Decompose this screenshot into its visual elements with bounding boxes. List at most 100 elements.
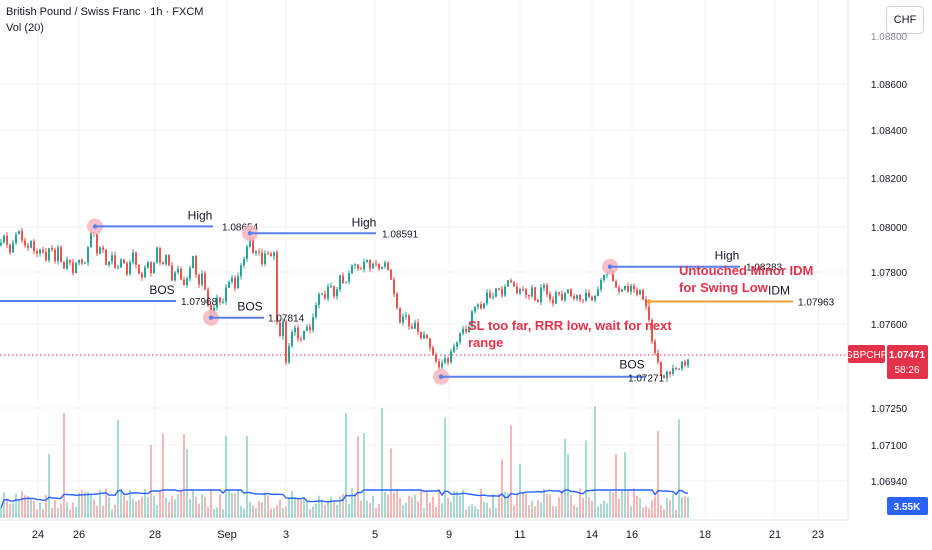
candle-body	[66, 259, 68, 269]
level-value: 1.07963	[798, 298, 835, 309]
candle-body	[543, 285, 545, 288]
volume-bar	[423, 507, 425, 518]
level-value: 1.07271	[628, 374, 665, 385]
candle-body	[579, 294, 581, 300]
volume-bar	[345, 413, 347, 518]
candle-body	[192, 256, 194, 269]
volume-bar	[582, 497, 584, 518]
annotation-note[interactable]: Untouched Minor IDM for Swing Low	[679, 263, 813, 295]
candle-body	[351, 265, 353, 274]
volume-bar	[426, 490, 428, 518]
candle-body	[246, 246, 248, 259]
price-tick-label: 1.06940	[871, 477, 908, 488]
candle-body	[222, 301, 224, 303]
candle-body	[117, 267, 119, 269]
volume-bar	[87, 491, 89, 518]
candle-body	[153, 262, 155, 274]
volume-bar	[216, 507, 218, 518]
currency-button[interactable]: CHF	[886, 6, 924, 34]
price-tick-label: 1.08600	[871, 80, 908, 91]
candle-body	[150, 262, 152, 274]
volume-bar	[549, 494, 551, 518]
candle-body	[546, 285, 548, 295]
level-swing-1.08283[interactable]: High 1.08283	[602, 249, 783, 275]
volume-bar	[390, 448, 392, 518]
candle-body	[510, 280, 512, 283]
candle-body	[621, 289, 623, 292]
candle-body	[675, 368, 677, 370]
volume-bar	[678, 419, 680, 518]
volume-bar	[276, 505, 278, 518]
time-tick-label: 23	[812, 529, 824, 541]
volume-bar	[333, 501, 335, 518]
level-label: High	[352, 215, 377, 229]
candle-body	[54, 249, 56, 262]
candle-body	[630, 285, 632, 292]
candle-body	[612, 269, 614, 282]
volume-bar	[372, 495, 374, 518]
volume-bar	[675, 509, 677, 518]
volume-bar	[441, 503, 443, 518]
candle-body	[564, 293, 566, 301]
time-tick-label: 21	[769, 529, 781, 541]
candle-body	[660, 362, 662, 376]
candle-body	[372, 263, 374, 269]
candle-body	[315, 304, 317, 318]
volume-bar	[462, 489, 464, 518]
price-tag-value: 1.07471	[889, 350, 926, 361]
volume-bar	[654, 496, 656, 518]
volume-bar	[0, 507, 2, 518]
candle-body	[219, 297, 221, 303]
level-swing-1.08654[interactable]: High 1.08654	[87, 208, 259, 235]
candle-body	[261, 252, 263, 265]
volume-bar	[231, 493, 233, 518]
volume-indicator-label[interactable]: Vol (20)	[6, 22, 44, 34]
volume-bar	[90, 493, 92, 518]
volume-bar	[621, 490, 623, 518]
volume-bar	[471, 504, 473, 518]
price-tick-label: 1.07800	[871, 268, 908, 279]
candle-body	[234, 277, 236, 289]
candle-body	[15, 234, 17, 243]
level-value: 1.08654	[222, 222, 259, 233]
volume-bar	[129, 489, 131, 518]
volume-ma-line	[0, 489, 689, 508]
volume-bar	[174, 499, 176, 518]
volume-bar	[93, 499, 95, 518]
volume-bar	[84, 491, 86, 518]
annotation-note[interactable]: SL too far, RRR low, wait for next range	[468, 318, 672, 350]
volume-bar	[219, 494, 221, 518]
time-tick-label: 9	[446, 529, 452, 541]
candle-body	[678, 368, 680, 370]
candle-body	[144, 267, 146, 278]
level-bos-1.07968[interactable]: BOS 1.07968	[0, 283, 218, 308]
candle-body	[147, 262, 149, 268]
volume-bar	[78, 492, 80, 518]
candle-body	[345, 281, 347, 284]
current-price-tag[interactable]: GBPCHF 1.07471 58:26	[845, 345, 928, 379]
candle-body	[393, 279, 395, 294]
volume-bar	[288, 497, 290, 518]
level-swing-1.08591[interactable]: High 1.08591	[242, 215, 419, 242]
level-idm-1.07963[interactable]: IDM 1.07963	[646, 284, 835, 309]
level-bos-1.07814[interactable]: BOS 1.07814	[203, 300, 305, 326]
volume-value-tag[interactable]: 3.55K	[887, 497, 928, 515]
volume-bar	[180, 490, 182, 518]
volume-bar	[453, 491, 455, 518]
volume-bar	[132, 498, 134, 518]
candle-body	[369, 259, 371, 269]
volume-bar	[81, 490, 83, 518]
candle-body	[108, 261, 110, 265]
price-tick-label: 1.07600	[871, 320, 908, 331]
candle-body	[318, 294, 320, 305]
volume-bar	[75, 506, 77, 518]
candle-body	[162, 262, 164, 265]
candle-body	[36, 251, 38, 254]
level-bos-1.07271[interactable]: BOS 1.07271	[433, 358, 665, 385]
candle-body	[366, 259, 368, 262]
candle-body	[618, 287, 620, 292]
candle-body	[303, 330, 305, 340]
candle-body	[411, 326, 413, 329]
level-label: IDM	[768, 284, 790, 298]
